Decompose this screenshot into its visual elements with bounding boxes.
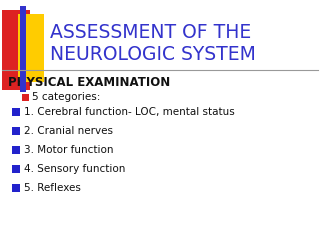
Text: 2. Cranial nerves: 2. Cranial nerves xyxy=(24,126,113,136)
Bar xyxy=(12,108,20,116)
Text: 5. Reflexes: 5. Reflexes xyxy=(24,183,81,193)
Text: ASSESSMENT OF THE: ASSESSMENT OF THE xyxy=(50,24,251,42)
Text: NEUROLOGIC SYSTEM: NEUROLOGIC SYSTEM xyxy=(50,44,256,64)
Bar xyxy=(12,146,20,154)
Bar xyxy=(12,127,20,135)
Bar xyxy=(18,14,44,82)
Text: 1. Cerebral function- LOC, mental status: 1. Cerebral function- LOC, mental status xyxy=(24,107,235,117)
Bar xyxy=(2,10,30,90)
Text: 5 categories:: 5 categories: xyxy=(32,92,100,102)
Bar xyxy=(12,184,20,192)
Bar xyxy=(22,94,29,101)
Bar xyxy=(20,6,26,92)
Text: 3. Motor function: 3. Motor function xyxy=(24,145,114,155)
Bar xyxy=(12,165,20,173)
Text: PHYSICAL EXAMINATION: PHYSICAL EXAMINATION xyxy=(8,77,170,90)
Text: 4. Sensory function: 4. Sensory function xyxy=(24,164,125,174)
